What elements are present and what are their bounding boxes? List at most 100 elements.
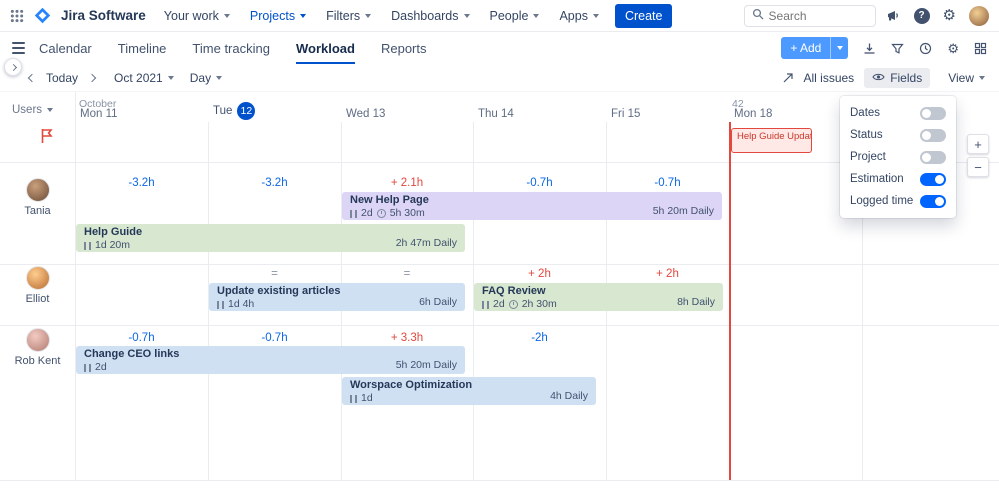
capacity-delta: -0.7h bbox=[261, 332, 288, 344]
create-button[interactable]: Create bbox=[614, 3, 673, 28]
next-period-button[interactable] bbox=[86, 72, 98, 84]
period-select[interactable]: Oct 2021 bbox=[114, 71, 174, 85]
flagged-milestone-card[interactable]: Help Guide Update bbox=[731, 128, 812, 153]
column-divider bbox=[473, 122, 474, 480]
today-button[interactable]: Today bbox=[46, 70, 79, 85]
profile-avatar[interactable] bbox=[969, 5, 989, 26]
estimate-icon bbox=[350, 394, 357, 403]
estimate-icon bbox=[350, 209, 357, 218]
workload-grid: October 42 Mon 11 Tue 12 Wed 13 Thu 14 F… bbox=[0, 92, 999, 494]
avatar bbox=[25, 266, 50, 290]
view-tabs-bar: Calendar Timeline Time tracking Workload… bbox=[0, 32, 999, 64]
board-settings-icon[interactable]: ⚙ bbox=[947, 40, 959, 56]
tab-calendar[interactable]: Calendar bbox=[39, 40, 92, 56]
fields-dropdown-menu: Dates Status Project Estimation Logged t… bbox=[840, 96, 956, 218]
chevron-down-icon bbox=[167, 75, 174, 80]
user-row-rob[interactable]: Rob Kent bbox=[0, 328, 75, 367]
nav-dashboards[interactable]: Dashboards bbox=[391, 9, 470, 23]
fields-option-dates[interactable]: Dates bbox=[840, 102, 956, 124]
jira-logo-icon[interactable] bbox=[34, 7, 51, 24]
search-input[interactable] bbox=[768, 8, 868, 23]
daily-load: 5h 20m Daily bbox=[395, 359, 457, 371]
logged-time-toggle[interactable] bbox=[920, 194, 946, 208]
settings-icon[interactable]: ⚙ bbox=[942, 7, 956, 24]
today-badge: 12 bbox=[237, 102, 256, 120]
tab-workload[interactable]: Workload bbox=[295, 32, 355, 64]
tab-timeline[interactable]: Timeline bbox=[117, 40, 167, 56]
view-select[interactable]: View bbox=[948, 71, 985, 85]
user-row-tania[interactable]: Tania bbox=[0, 178, 75, 217]
nav-your-work[interactable]: Your work bbox=[164, 9, 230, 23]
task-bar[interactable]: Help Guide 1d 20m 2h 47m Daily bbox=[76, 224, 465, 252]
fields-option-estimation[interactable]: Estimation bbox=[840, 168, 956, 190]
project-toggle[interactable] bbox=[920, 150, 946, 164]
filter-icon[interactable] bbox=[891, 42, 905, 55]
daily-load: 8h Daily bbox=[677, 296, 715, 308]
nav-filters[interactable]: Filters bbox=[326, 9, 372, 23]
nav-apps[interactable]: Apps bbox=[559, 9, 599, 23]
search-box[interactable] bbox=[743, 4, 876, 27]
task-bar[interactable]: Change CEO links 2d 5h 20m Daily bbox=[76, 346, 465, 374]
add-dropdown-caret[interactable] bbox=[830, 37, 848, 59]
capacity-delta: + 2h bbox=[528, 268, 551, 280]
user-row-elliot[interactable]: Elliot bbox=[0, 266, 75, 305]
calendar-toolbar: Today Oct 2021 Day All issues Fields Vie… bbox=[0, 64, 999, 92]
estimate-icon bbox=[217, 300, 224, 309]
help-icon[interactable]: ? bbox=[913, 7, 930, 24]
dates-toggle[interactable] bbox=[920, 106, 946, 120]
eye-icon bbox=[872, 71, 885, 85]
all-issues-button[interactable]: All issues bbox=[803, 70, 855, 85]
prev-period-button[interactable] bbox=[26, 72, 38, 84]
chevron-down-icon bbox=[463, 13, 470, 18]
status-toggle[interactable] bbox=[920, 128, 946, 142]
chevron-down-icon bbox=[47, 108, 54, 112]
row-divider bbox=[0, 264, 999, 265]
app-switcher-icon[interactable] bbox=[10, 9, 24, 23]
logged-time-icon bbox=[376, 209, 386, 218]
nav-projects[interactable]: Projects bbox=[250, 9, 307, 23]
zoom-out-button[interactable]: − bbox=[967, 157, 989, 177]
clock-icon[interactable] bbox=[919, 42, 932, 55]
logged-time-icon bbox=[508, 300, 518, 309]
capacity-delta: -2h bbox=[531, 332, 548, 344]
daily-load: 2h 47m Daily bbox=[395, 237, 457, 249]
capacity-delta: -0.7h bbox=[128, 332, 155, 344]
capacity-delta: = bbox=[271, 268, 278, 280]
estimate-icon bbox=[482, 300, 489, 309]
estimation-toggle[interactable] bbox=[920, 172, 946, 186]
scale-select[interactable]: Day bbox=[190, 71, 223, 85]
add-button[interactable]: + Add bbox=[781, 37, 849, 59]
jump-to-icon[interactable] bbox=[782, 72, 794, 84]
export-icon[interactable] bbox=[863, 42, 876, 55]
announcement-icon[interactable] bbox=[886, 8, 901, 23]
day-header: Mon 11 bbox=[80, 108, 118, 120]
tab-reports[interactable]: Reports bbox=[380, 40, 427, 56]
expand-sidebar-button[interactable] bbox=[4, 58, 22, 76]
task-bar[interactable]: New Help Page 2d 5h 30m 5h 20m Daily bbox=[342, 192, 722, 220]
fields-button[interactable]: Fields bbox=[864, 67, 931, 88]
fields-option-project[interactable]: Project bbox=[840, 146, 956, 168]
task-bar[interactable]: Worspace Optimization 1d 4h Daily bbox=[342, 377, 596, 405]
row-divider bbox=[0, 162, 999, 163]
main-menu: Your work Projects Filters Dashboards Pe… bbox=[164, 9, 599, 23]
zoom-in-button[interactable]: + bbox=[967, 134, 989, 154]
menu-icon[interactable] bbox=[12, 32, 25, 64]
column-divider bbox=[208, 122, 209, 480]
top-navigation: Jira Software Your work Projects Filters… bbox=[0, 0, 999, 32]
task-bar[interactable]: FAQ Review 2d 2h 30m 8h Daily bbox=[474, 283, 723, 311]
fields-option-logged-time[interactable]: Logged time bbox=[840, 190, 956, 212]
estimate-icon bbox=[84, 363, 91, 372]
zoom-controls: + − bbox=[967, 134, 989, 177]
grid-view-icon[interactable] bbox=[974, 42, 987, 55]
task-bar[interactable]: Update existing articles 1d 4h 6h Daily bbox=[209, 283, 465, 311]
user-name: Rob Kent bbox=[14, 355, 61, 367]
chevron-down-icon bbox=[533, 13, 540, 18]
fields-option-status[interactable]: Status bbox=[840, 124, 956, 146]
tab-time-tracking[interactable]: Time tracking bbox=[192, 40, 270, 56]
daily-load: 6h Daily bbox=[419, 296, 457, 308]
capacity-delta: + 3.3h bbox=[390, 332, 424, 344]
nav-people[interactable]: People bbox=[490, 9, 540, 23]
avatar bbox=[25, 178, 50, 202]
users-dropdown[interactable]: Users bbox=[12, 104, 54, 116]
